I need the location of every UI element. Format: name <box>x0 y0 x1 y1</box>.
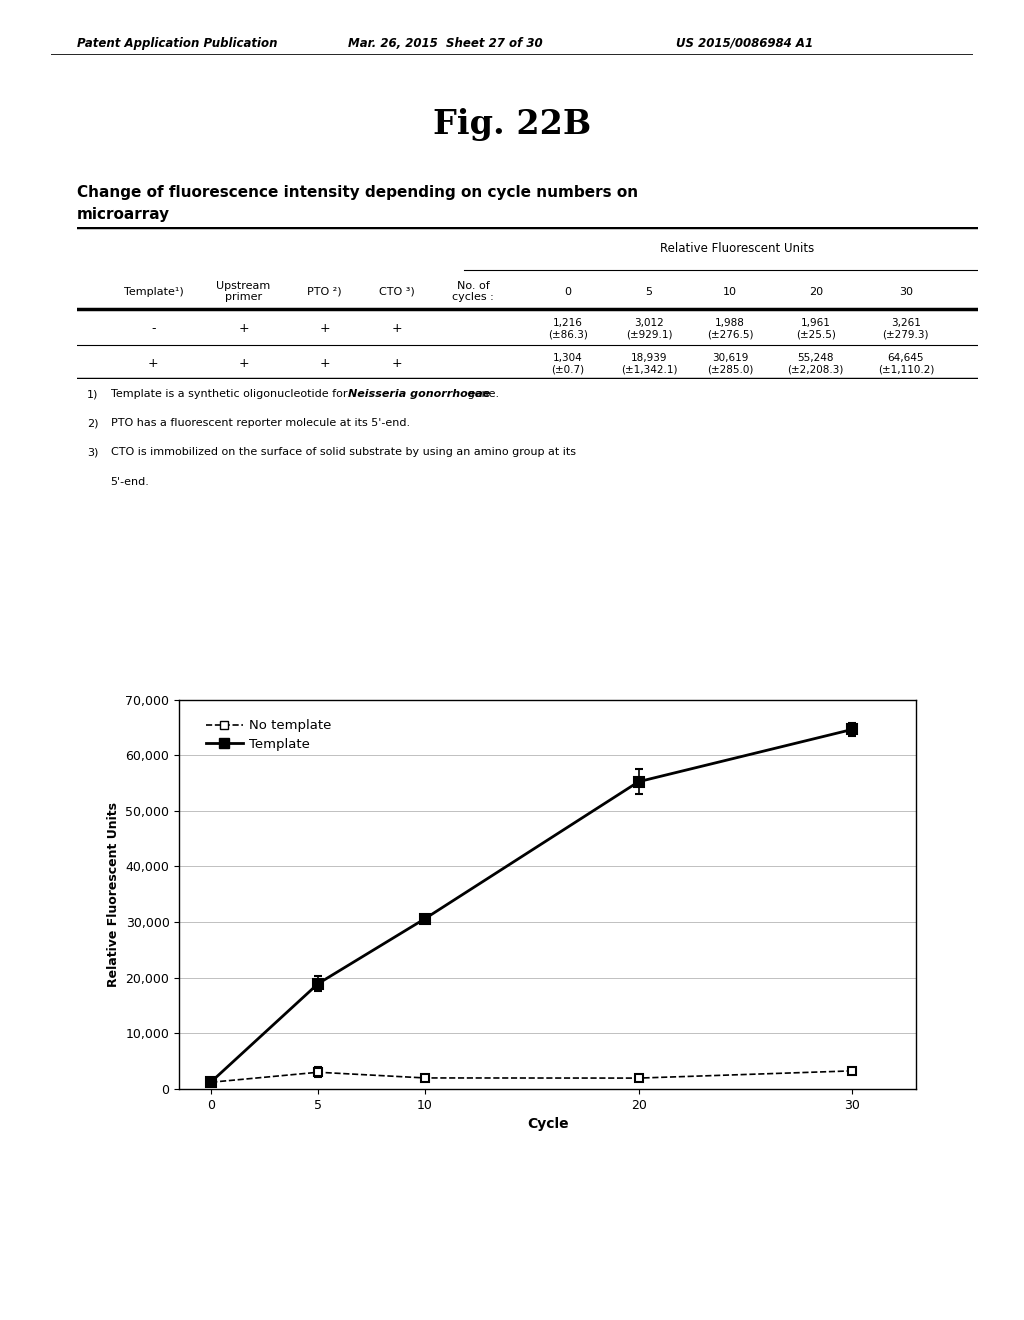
Text: 2): 2) <box>87 418 98 429</box>
Text: 5: 5 <box>645 286 652 297</box>
Text: 1,304
(±0.7): 1,304 (±0.7) <box>551 352 585 375</box>
Text: PTO ²): PTO ²) <box>307 286 342 297</box>
Text: Patent Application Publication: Patent Application Publication <box>77 37 278 50</box>
Text: Upstream
primer: Upstream primer <box>216 281 270 302</box>
Text: Template¹): Template¹) <box>124 286 183 297</box>
Text: US 2015/0086984 A1: US 2015/0086984 A1 <box>676 37 813 50</box>
Text: CTO is immobilized on the surface of solid substrate by using an amino group at : CTO is immobilized on the surface of sol… <box>111 447 575 458</box>
Legend: No template, Template: No template, Template <box>201 714 337 756</box>
Text: Mar. 26, 2015  Sheet 27 of 30: Mar. 26, 2015 Sheet 27 of 30 <box>348 37 543 50</box>
Text: Relative Fluorescent Units: Relative Fluorescent Units <box>659 242 814 255</box>
Text: +: + <box>391 322 402 335</box>
Text: +: + <box>239 358 249 370</box>
Text: CTO ³): CTO ³) <box>379 286 415 297</box>
Text: 3,012
(±929.1): 3,012 (±929.1) <box>626 318 673 339</box>
Text: 5'-end.: 5'-end. <box>111 477 150 487</box>
Text: Neisseria gonorrhoeae: Neisseria gonorrhoeae <box>348 389 490 400</box>
Text: microarray: microarray <box>77 207 170 222</box>
Text: +: + <box>319 322 330 335</box>
Text: Change of fluorescence intensity depending on cycle numbers on: Change of fluorescence intensity dependi… <box>77 185 638 199</box>
Text: 64,645
(±1,110.2): 64,645 (±1,110.2) <box>878 352 934 375</box>
Text: +: + <box>239 322 249 335</box>
Text: 1): 1) <box>87 389 98 400</box>
Text: 10: 10 <box>723 286 737 297</box>
Text: +: + <box>319 358 330 370</box>
X-axis label: Cycle: Cycle <box>527 1117 568 1131</box>
Text: PTO has a fluorescent reporter molecule at its 5'-end.: PTO has a fluorescent reporter molecule … <box>111 418 410 429</box>
Text: 0: 0 <box>564 286 571 297</box>
Text: +: + <box>148 358 159 370</box>
Text: 55,248
(±2,208.3): 55,248 (±2,208.3) <box>787 352 844 375</box>
Text: -: - <box>152 322 156 335</box>
Text: gene.: gene. <box>464 389 499 400</box>
Text: +: + <box>391 358 402 370</box>
Text: 1,988
(±276.5): 1,988 (±276.5) <box>707 318 754 339</box>
Text: No. of
cycles :: No. of cycles : <box>453 281 495 302</box>
Text: 30,619
(±285.0): 30,619 (±285.0) <box>707 352 754 375</box>
Text: 18,939
(±1,342.1): 18,939 (±1,342.1) <box>621 352 677 375</box>
Text: 3,261
(±279.3): 3,261 (±279.3) <box>883 318 929 339</box>
Y-axis label: Relative Fluorescent Units: Relative Fluorescent Units <box>106 801 120 987</box>
Text: Template is a synthetic oligonucleotide for: Template is a synthetic oligonucleotide … <box>111 389 350 400</box>
Text: 3): 3) <box>87 447 98 458</box>
Text: Fig. 22B: Fig. 22B <box>433 108 591 141</box>
Text: 1,216
(±86.3): 1,216 (±86.3) <box>548 318 588 339</box>
Text: 30: 30 <box>899 286 912 297</box>
Text: 1,961
(±25.5): 1,961 (±25.5) <box>796 318 836 339</box>
Text: 20: 20 <box>809 286 822 297</box>
